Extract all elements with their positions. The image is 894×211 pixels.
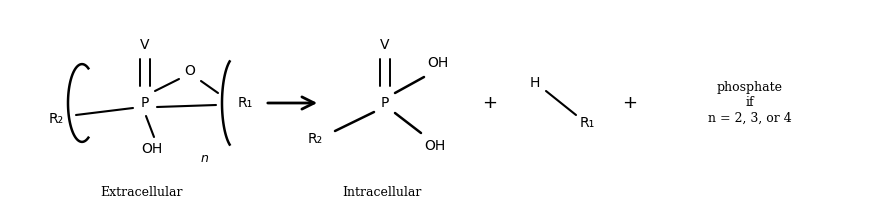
Text: H: H xyxy=(529,76,540,90)
Text: OH: OH xyxy=(424,139,445,153)
Text: OH: OH xyxy=(141,142,163,156)
Text: Extracellular: Extracellular xyxy=(101,187,183,199)
Text: P: P xyxy=(140,96,149,110)
Text: phosphate
if
n = 2, 3, or 4: phosphate if n = 2, 3, or 4 xyxy=(707,81,791,124)
Text: +: + xyxy=(482,94,497,112)
Text: R₂: R₂ xyxy=(48,112,63,126)
Text: +: + xyxy=(622,94,637,112)
Text: P: P xyxy=(380,96,389,110)
Text: V: V xyxy=(380,38,389,52)
Text: Intracellular: Intracellular xyxy=(342,187,421,199)
Text: OH: OH xyxy=(427,56,448,70)
Text: V: V xyxy=(140,38,149,52)
Text: n: n xyxy=(201,153,208,165)
Text: R₁: R₁ xyxy=(578,116,594,130)
Text: R₂: R₂ xyxy=(308,132,322,146)
Text: R₁: R₁ xyxy=(237,96,252,110)
Text: O: O xyxy=(184,64,195,78)
